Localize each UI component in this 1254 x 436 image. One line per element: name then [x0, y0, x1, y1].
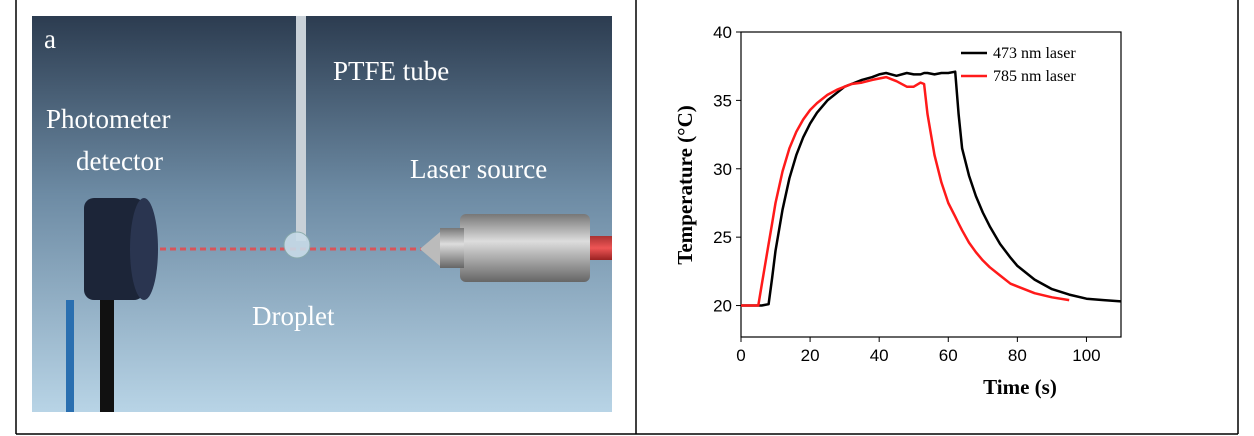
legend-label: 473 nm laser	[993, 45, 1076, 62]
y-tick-label: 30	[713, 160, 732, 179]
panel-label: a	[44, 24, 56, 54]
y-tick-label: 35	[713, 91, 732, 110]
x-tick-label: 20	[801, 346, 820, 365]
detector-label: detector	[76, 146, 163, 176]
y-tick-label: 25	[713, 228, 732, 247]
y-tick-label: 20	[713, 297, 732, 316]
x-tick-label: 40	[870, 346, 889, 365]
plot-frame	[740, 31, 1122, 338]
series-line	[741, 75, 1070, 307]
y-axis-title: Temperature (°C)	[673, 105, 697, 264]
frame	[15, 0, 1239, 435]
x-tick-label: 80	[1008, 346, 1027, 365]
y-tick-label: 40	[713, 23, 732, 42]
illustration: a PTFE tube Photometer detector Laser so…	[32, 16, 612, 412]
tube-label: PTFE tube	[333, 56, 449, 86]
droplet-label: Droplet	[252, 301, 335, 331]
series-line	[741, 70, 1122, 307]
x-tick-label: 60	[939, 346, 958, 365]
detector-label: Photometer	[46, 104, 170, 134]
laser-label: Laser source	[410, 154, 547, 184]
x-tick-label: 0	[736, 346, 745, 365]
x-tick-label: 100	[1072, 346, 1100, 365]
legend-label: 785 nm laser	[993, 68, 1076, 85]
x-axis-title: Time (s)	[983, 375, 1057, 399]
